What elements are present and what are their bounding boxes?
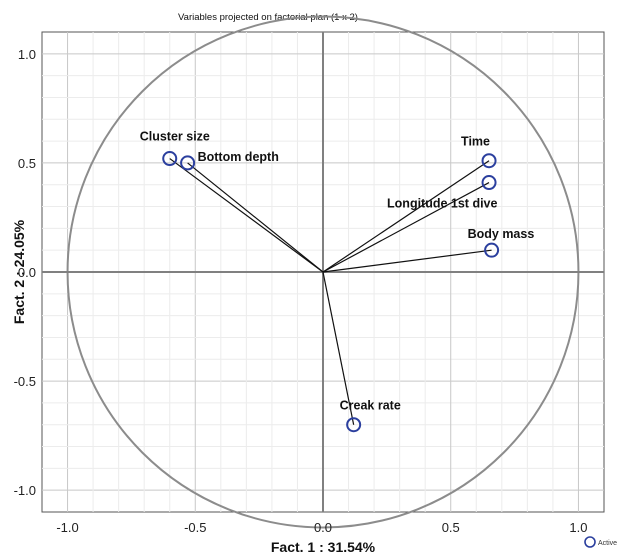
variable-marker [162, 151, 178, 167]
x-tick-labels: -1.0 -0.5 0.0 0.5 1.0 [56, 520, 587, 535]
variable-labels: Cluster size Bottom depth Time Longitude 1s… [140, 130, 535, 413]
chart-title: Variables projected on factorial plan (1… [178, 12, 358, 23]
variable-label: Longitude 1st dive [387, 197, 497, 211]
y-tick-labels: 1.0 0.5 0.0 -0.5 -1.0 [14, 47, 36, 498]
variable-vectors [169, 158, 492, 425]
y-tick-label: -0.5 [14, 374, 36, 389]
variable-vector [187, 162, 324, 273]
y-tick-label: 0.0 [18, 265, 36, 280]
variable-vector [322, 160, 490, 273]
variable-vector [322, 249, 492, 273]
variable-vector [322, 182, 490, 273]
variable-marker [346, 417, 362, 433]
variable-label: Time [461, 135, 490, 149]
variable-label: Cluster size [140, 130, 210, 144]
y-tick-label: 0.5 [18, 156, 36, 171]
variable-label: Bottom depth [198, 150, 279, 164]
x-tick-label: -0.5 [184, 520, 206, 535]
y-tick-label: -1.0 [14, 483, 36, 498]
variable-vector [322, 271, 355, 425]
variable-marker [481, 175, 497, 191]
legend-marker [584, 536, 596, 548]
variable-marker [484, 242, 500, 258]
variable-label: Body mass [468, 227, 535, 241]
x-tick-label: -1.0 [56, 520, 78, 535]
legend-text: Active [598, 540, 617, 547]
x-axis-label: Fact. 1 : 31.54% [271, 539, 376, 555]
variable-label: Creak rate [340, 399, 401, 413]
x-tick-label: 0.0 [314, 520, 332, 535]
variable-marker [481, 153, 497, 169]
variable-marker [180, 155, 196, 171]
y-axis-label: Fact. 2 : 24.05% [11, 219, 27, 324]
variable-vector [169, 158, 324, 273]
x-tick-label: 1.0 [569, 520, 587, 535]
x-tick-label: 0.5 [442, 520, 460, 535]
y-tick-label: 1.0 [18, 47, 36, 62]
variable-markers [162, 151, 500, 433]
